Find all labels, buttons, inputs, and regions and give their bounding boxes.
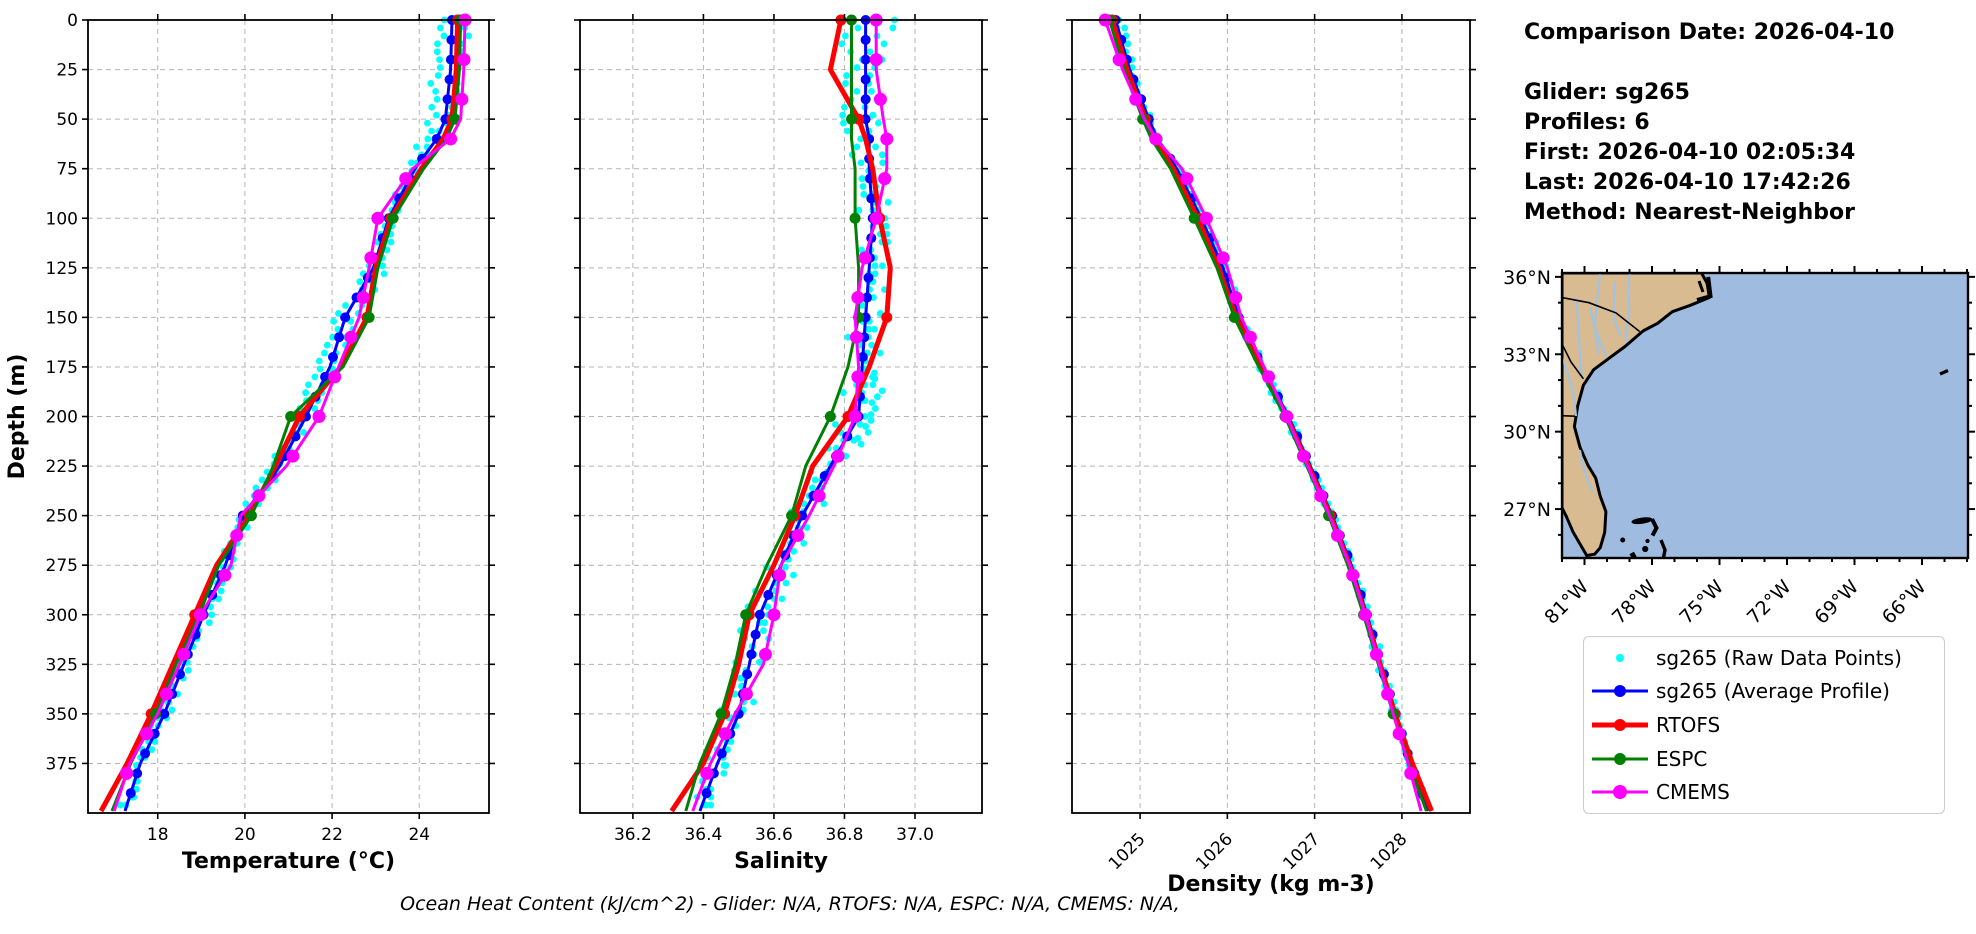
ohc-caption: Ocean Heat Content (kJ/cm^2) - Glider: N…	[400, 893, 1180, 915]
legend-item: sg265 (Average Profile)	[1584, 675, 1944, 707]
map-lon-label: 75°W	[1675, 576, 1728, 629]
x-axis-label: Salinity	[734, 849, 828, 874]
axis-ticks	[574, 14, 988, 819]
series-RTOFS	[98, 14, 464, 813]
tick-labels: 18 20 22 24 0 25 50 75 100 125 150 175 200 225 250 275 3…	[46, 11, 431, 845]
svg-text:50: 50	[56, 110, 78, 130]
map-ticks	[1555, 266, 1975, 565]
svg-text:75: 75	[56, 160, 78, 180]
svg-text:125: 125	[46, 259, 78, 279]
info-line	[1524, 48, 1894, 78]
axis-ticks	[82, 14, 495, 819]
svg-text:18: 18	[147, 825, 169, 845]
map-land	[1562, 273, 1711, 557]
legend-label: ESPC	[1656, 746, 1708, 771]
info-line: Method: Nearest-Neighbor	[1524, 200, 1855, 225]
series-CMEMS	[691, 13, 894, 812]
svg-text:22: 22	[321, 825, 343, 845]
svg-text:200: 200	[46, 408, 78, 428]
svg-text:1025: 1025	[1105, 829, 1150, 874]
legend-item: CMEMS	[1584, 776, 1944, 808]
legend-item: ESPC	[1584, 743, 1944, 775]
info-line: Glider: sg265	[1524, 80, 1690, 105]
legend-item: sg265 (Raw Data Points)	[1584, 642, 1944, 674]
map-barrier-islands	[1696, 276, 1713, 302]
y-axis-label: Depth (m)	[5, 354, 30, 480]
subplot-Temperature (°C): 18 20 22 24 0 25 50 75 100 125 150 175 200 225 250 275 3…	[5, 11, 495, 874]
legend-marker-icon	[1592, 752, 1648, 765]
map-lon-label: 78°W	[1608, 576, 1661, 629]
svg-text:1028: 1028	[1367, 829, 1412, 874]
map-lon-label: 66°W	[1878, 576, 1931, 629]
legend-label: sg265 (Average Profile)	[1656, 679, 1890, 704]
svg-text:350: 350	[46, 705, 78, 725]
map-lat-label: 36°N	[1503, 267, 1551, 289]
map-lon-label: 81°W	[1540, 576, 1593, 629]
svg-text:375: 375	[46, 754, 78, 774]
svg-text:1026: 1026	[1192, 829, 1237, 874]
map-coastline	[1562, 273, 1949, 558]
legend: sg265 (Raw Data Points) sg265 (Average Pr…	[1583, 636, 1945, 814]
map-lat-label: 30°N	[1503, 422, 1551, 444]
legend-label: sg265 (Raw Data Points)	[1656, 645, 1902, 670]
map-lat-label: 27°N	[1503, 499, 1551, 521]
svg-text:36.2: 36.2	[614, 825, 652, 845]
profile-plots: 18 20 22 24 0 25 50 75 100 125 150 175 200 225 250 275 3…	[5, 11, 1476, 897]
legend-marker-icon	[1616, 653, 1624, 662]
svg-text:150: 150	[46, 308, 78, 328]
tick-labels: 1025 1026 1027 1028	[1105, 829, 1412, 874]
map-lon-label: 69°W	[1810, 576, 1863, 629]
svg-text:36.4: 36.4	[684, 825, 722, 845]
svg-text:24: 24	[408, 825, 430, 845]
legend-marker-icon	[1592, 685, 1648, 698]
legend-label: RTOFS	[1656, 712, 1721, 737]
info-panel: Comparison Date: 2026-04-10 Glider: sg26…	[1524, 18, 1894, 228]
series-ESPC	[684, 14, 865, 812]
svg-text:37.0: 37.0	[896, 825, 934, 845]
info-line: Profiles: 6	[1524, 110, 1650, 135]
legend-label: CMEMS	[1656, 780, 1730, 805]
axis-ticks	[1066, 14, 1476, 819]
x-axis-label: Density (kg m-3)	[1167, 872, 1375, 897]
svg-text:36.6: 36.6	[755, 825, 793, 845]
map-lat-label: 33°N	[1503, 344, 1551, 366]
legend-marker-icon	[1592, 785, 1648, 800]
svg-text:225: 225	[46, 457, 78, 477]
svg-text:1027: 1027	[1279, 829, 1324, 874]
svg-text:25: 25	[56, 61, 78, 81]
grid	[88, 19, 489, 813]
grid	[1072, 19, 1470, 813]
svg-text:0: 0	[67, 11, 78, 31]
svg-text:100: 100	[46, 209, 78, 229]
svg-text:36.8: 36.8	[826, 825, 864, 845]
info-line: Comparison Date: 2026-04-10	[1524, 20, 1895, 45]
svg-text:275: 275	[46, 556, 78, 576]
x-axis-label: Temperature (°C)	[182, 849, 395, 874]
tick-labels: 36.2 36.4 36.6 36.8 37.0	[614, 825, 934, 845]
svg-text:250: 250	[46, 507, 78, 527]
legend-marker-icon	[1592, 718, 1648, 731]
svg-text:300: 300	[46, 606, 78, 626]
location-map: 81°W 78°W 75°W 72°W 69°W 66°W 36°N 33°N 30°N 27°N	[1503, 266, 1975, 629]
info-line: Last: 2026-04-10 17:42:26	[1524, 170, 1851, 195]
svg-text:325: 325	[46, 655, 78, 675]
svg-text:175: 175	[46, 358, 78, 378]
map-bahamas	[1620, 517, 1667, 558]
grid	[580, 19, 982, 813]
legend-item: RTOFS	[1584, 709, 1944, 741]
map-state-borders	[1562, 296, 1641, 417]
map-base: 81°W 78°W 75°W 72°W 69°W 66°W 36°N 33°N 30°N 27°N	[1503, 266, 1975, 629]
subplot-Salinity: 36.2 36.4 36.6 36.8 37.0 Salinity	[574, 13, 988, 874]
map-rivers	[1562, 273, 1631, 493]
series-CMEMS	[112, 13, 472, 812]
svg-text:20: 20	[234, 825, 256, 845]
map-lon-label: 72°W	[1743, 576, 1796, 629]
info-line: First: 2026-04-10 02:05:34	[1524, 140, 1856, 165]
series-CMEMS	[1098, 13, 1423, 812]
subplot-Density (kg m-3): 1025 1026 1027 1028Density (kg m-3)	[1066, 13, 1476, 897]
map-bermuda	[1939, 368, 1949, 376]
